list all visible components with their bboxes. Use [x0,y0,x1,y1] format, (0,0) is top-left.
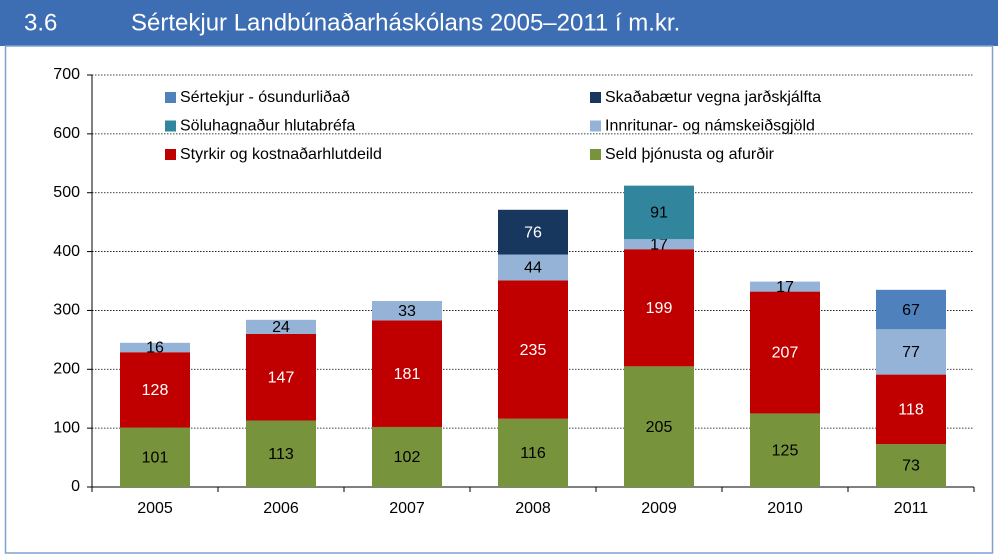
section-number: 3.6 [24,9,57,36]
data-label: 207 [772,345,799,362]
legend-swatch [590,120,601,132]
data-label: 128 [142,382,169,399]
chart-title: Sértekjur Landbúnaðarháskólans 2005–2011… [131,9,680,36]
bar-segment [750,291,820,414]
x-tick-label: 2005 [137,500,173,517]
legend-swatch [165,120,176,132]
data-label: 147 [268,369,295,386]
data-label: 125 [772,442,799,459]
bar-segment [498,254,568,281]
x-tick-label: 2010 [767,500,803,517]
x-tick-label: 2007 [389,500,425,517]
data-label: 17 [650,236,668,253]
data-label: 113 [268,446,294,463]
y-tick-label: 300 [53,302,80,319]
bar-segment [120,352,190,428]
bar-segment [750,413,820,487]
y-tick-label: 400 [53,243,80,260]
x-tick-label: 2008 [515,500,551,517]
bar-segment [498,418,568,487]
data-label: 76 [524,224,542,241]
bar-segment [750,281,820,292]
data-label: 67 [902,302,920,319]
data-label: 205 [646,419,673,436]
bar-segment [876,289,946,330]
data-label: 33 [398,303,416,320]
bar-segment [498,280,568,419]
bar-segment [372,301,442,321]
bar-segment [624,239,694,250]
bar-segment [624,366,694,487]
legend-label: Styrkir og kostnaðarhlutdeild [180,146,382,163]
data-label: 17 [776,279,794,296]
data-label: 118 [898,402,924,419]
data-label: 101 [142,449,169,466]
y-tick-label: 0 [71,478,80,495]
bar-segment [246,420,316,487]
bar-segment [624,249,694,367]
data-label: 199 [646,300,673,317]
x-tick-label: 2009 [641,500,677,517]
header-bar [0,0,998,46]
legend-label: Innritunar- og námskeiðsgjöld [605,118,815,135]
bar-segment [876,444,946,487]
data-label: 181 [394,366,421,383]
y-tick-label: 200 [53,361,80,378]
bar-segment [876,374,946,445]
data-label: 77 [902,344,920,361]
y-tick-label: 700 [53,66,80,83]
data-label: 235 [520,342,547,359]
data-label: 73 [902,458,920,475]
data-label: 16 [146,340,164,357]
bar-segment [372,426,442,487]
legend-swatch [165,92,176,103]
data-label: 44 [524,260,542,277]
y-tick-label: 600 [53,125,80,142]
bar-segment [498,209,568,255]
bar-segment [246,333,316,421]
bar-segment [120,427,190,487]
panel-border [4,45,994,554]
legend-label: Seld þjónusta og afurðir [605,146,775,163]
x-tick-label: 2011 [894,500,929,517]
legend-label: Skaðabætur vegna jarðskjálfta [605,89,821,106]
data-label: 116 [520,445,546,462]
bar-segment [120,342,190,353]
y-tick-label: 500 [53,184,80,201]
data-label: 24 [272,319,290,336]
legend-swatch [590,149,601,160]
legend-swatch [165,149,176,160]
data-label: 102 [394,449,421,466]
legend-swatch [590,92,601,103]
x-tick-label: 2006 [263,500,299,517]
bar-segment [624,185,694,240]
data-label: 91 [650,205,668,222]
y-tick-label: 100 [53,419,80,436]
bar-segment [876,329,946,375]
bar-segment [372,320,442,427]
legend-label: Söluhagnaður hlutabréfa [180,118,355,135]
bar-segment [246,319,316,334]
legend-label: Sértekjur - ósundurliðað [180,89,350,106]
